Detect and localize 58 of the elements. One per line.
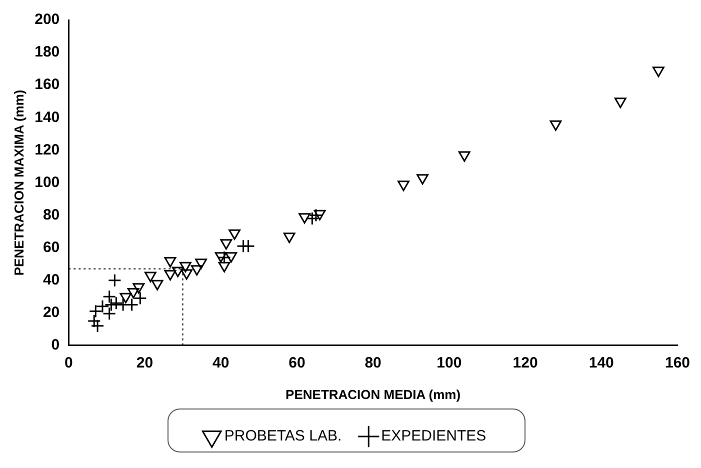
point bbox=[133, 291, 147, 305]
point bbox=[172, 266, 184, 278]
x-axis-title: PENETRACION MEDIA (mm) bbox=[286, 386, 461, 402]
y-tick-label: 60 bbox=[42, 238, 60, 256]
point bbox=[104, 298, 118, 312]
x-tick-label: 20 bbox=[136, 354, 154, 372]
point bbox=[88, 304, 102, 318]
x-tick-label: 60 bbox=[288, 354, 306, 372]
point bbox=[218, 250, 232, 264]
point bbox=[195, 258, 207, 270]
x-tick-label: 100 bbox=[436, 354, 462, 372]
point bbox=[652, 66, 664, 78]
point bbox=[144, 272, 156, 282]
y-tick-label: 120 bbox=[34, 141, 60, 158]
legend-label: PROBETAS LAB. bbox=[224, 428, 342, 445]
y-tick-label: 180 bbox=[34, 44, 60, 61]
point bbox=[225, 252, 238, 263]
point bbox=[180, 269, 193, 280]
point bbox=[180, 262, 192, 272]
x-tick-label: 120 bbox=[512, 354, 538, 372]
point bbox=[614, 98, 626, 108]
point bbox=[283, 232, 296, 244]
point bbox=[190, 265, 203, 276]
point bbox=[416, 174, 428, 185]
point bbox=[458, 151, 470, 162]
point bbox=[398, 180, 410, 192]
point bbox=[220, 239, 232, 250]
point bbox=[305, 212, 319, 226]
y-tick-label: 20 bbox=[42, 304, 60, 321]
x-tick-label: 140 bbox=[588, 354, 614, 372]
point bbox=[151, 280, 164, 290]
y-tick-label: 40 bbox=[42, 271, 60, 288]
y-tick-label: 200 bbox=[34, 11, 60, 28]
point bbox=[550, 120, 562, 131]
point bbox=[309, 208, 323, 222]
y-axis-title: PENETRACION MAXIMA (mm) bbox=[11, 90, 26, 276]
point bbox=[214, 252, 227, 263]
point bbox=[218, 262, 230, 272]
point bbox=[164, 257, 176, 268]
y-tick-label: 160 bbox=[34, 76, 60, 94]
legend-label: EXPEDIENTES bbox=[381, 428, 486, 445]
point bbox=[127, 288, 140, 298]
point bbox=[314, 210, 326, 220]
y-tick-label: 80 bbox=[42, 206, 60, 224]
point bbox=[108, 274, 122, 288]
y-tick-label: 100 bbox=[34, 174, 60, 191]
point bbox=[120, 292, 132, 304]
x-tick-label: 80 bbox=[364, 354, 382, 372]
point bbox=[164, 270, 176, 281]
point bbox=[228, 229, 240, 240]
x-tick-label: 160 bbox=[664, 354, 690, 372]
point bbox=[132, 283, 145, 294]
point bbox=[236, 239, 250, 253]
point bbox=[298, 213, 311, 224]
y-tick-label: 140 bbox=[34, 108, 60, 126]
x-tick-label: 0 bbox=[64, 354, 73, 372]
y-tick-label: 0 bbox=[51, 336, 60, 354]
x-tick-label: 40 bbox=[212, 354, 230, 372]
